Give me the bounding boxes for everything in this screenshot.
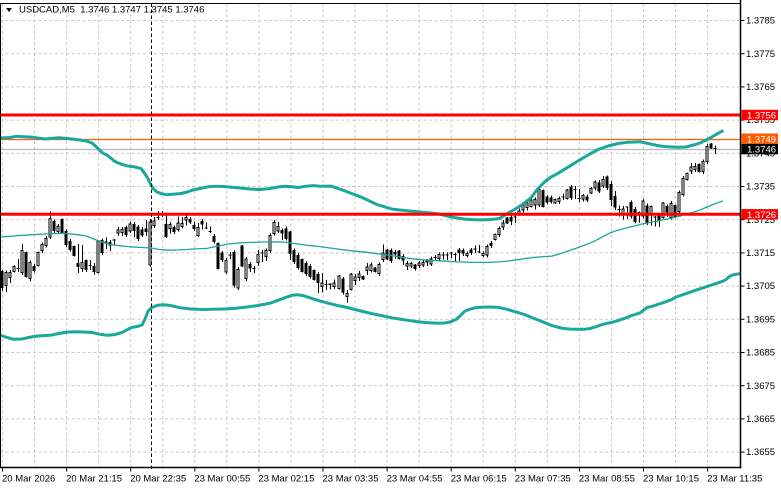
- svg-text:1.3765: 1.3765: [746, 82, 775, 93]
- svg-text:1.3746: 1.3746: [747, 145, 776, 156]
- svg-text:1.3715: 1.3715: [746, 248, 775, 259]
- svg-text:1.3756: 1.3756: [747, 111, 776, 122]
- svg-text:1.3685: 1.3685: [746, 348, 775, 359]
- svg-text:23 Mar 11:35: 23 Mar 11:35: [707, 474, 762, 485]
- svg-text:1.3665: 1.3665: [746, 414, 775, 425]
- svg-text:23 Mar 10:15: 23 Mar 10:15: [643, 474, 699, 485]
- svg-text:1.3775: 1.3775: [746, 49, 775, 60]
- svg-text:USDCAD,M5 1.3746 1.3747 1.374: USDCAD,M5 1.3746 1.3747 1.3745 1.3746: [19, 5, 204, 16]
- svg-text:23 Mar 02:15: 23 Mar 02:15: [258, 474, 314, 485]
- svg-text:1.3675: 1.3675: [746, 381, 775, 392]
- svg-text:23 Mar 03:35: 23 Mar 03:35: [323, 474, 379, 485]
- svg-text:20 Mar 21:15: 20 Mar 21:15: [66, 474, 122, 485]
- svg-text:20 Mar 2026: 20 Mar 2026: [2, 474, 55, 485]
- svg-text:1.3749: 1.3749: [747, 134, 776, 145]
- svg-text:20 Mar 22:35: 20 Mar 22:35: [130, 474, 186, 485]
- svg-text:1.3785: 1.3785: [746, 16, 775, 27]
- svg-text:1.3725: 1.3725: [746, 215, 775, 226]
- svg-text:23 Mar 06:15: 23 Mar 06:15: [451, 474, 507, 485]
- svg-text:23 Mar 00:55: 23 Mar 00:55: [194, 474, 250, 485]
- svg-text:1.3705: 1.3705: [746, 281, 775, 292]
- svg-text:23 Mar 08:55: 23 Mar 08:55: [579, 474, 635, 485]
- svg-text:1.3726: 1.3726: [747, 210, 776, 221]
- svg-text:1.3735: 1.3735: [746, 182, 775, 193]
- svg-text:1.3755: 1.3755: [746, 115, 775, 126]
- svg-text:23 Mar 07:35: 23 Mar 07:35: [515, 474, 571, 485]
- svg-text:1.3655: 1.3655: [746, 447, 775, 458]
- svg-text:1.3695: 1.3695: [746, 314, 775, 325]
- svg-text:23 Mar 04:55: 23 Mar 04:55: [387, 474, 443, 485]
